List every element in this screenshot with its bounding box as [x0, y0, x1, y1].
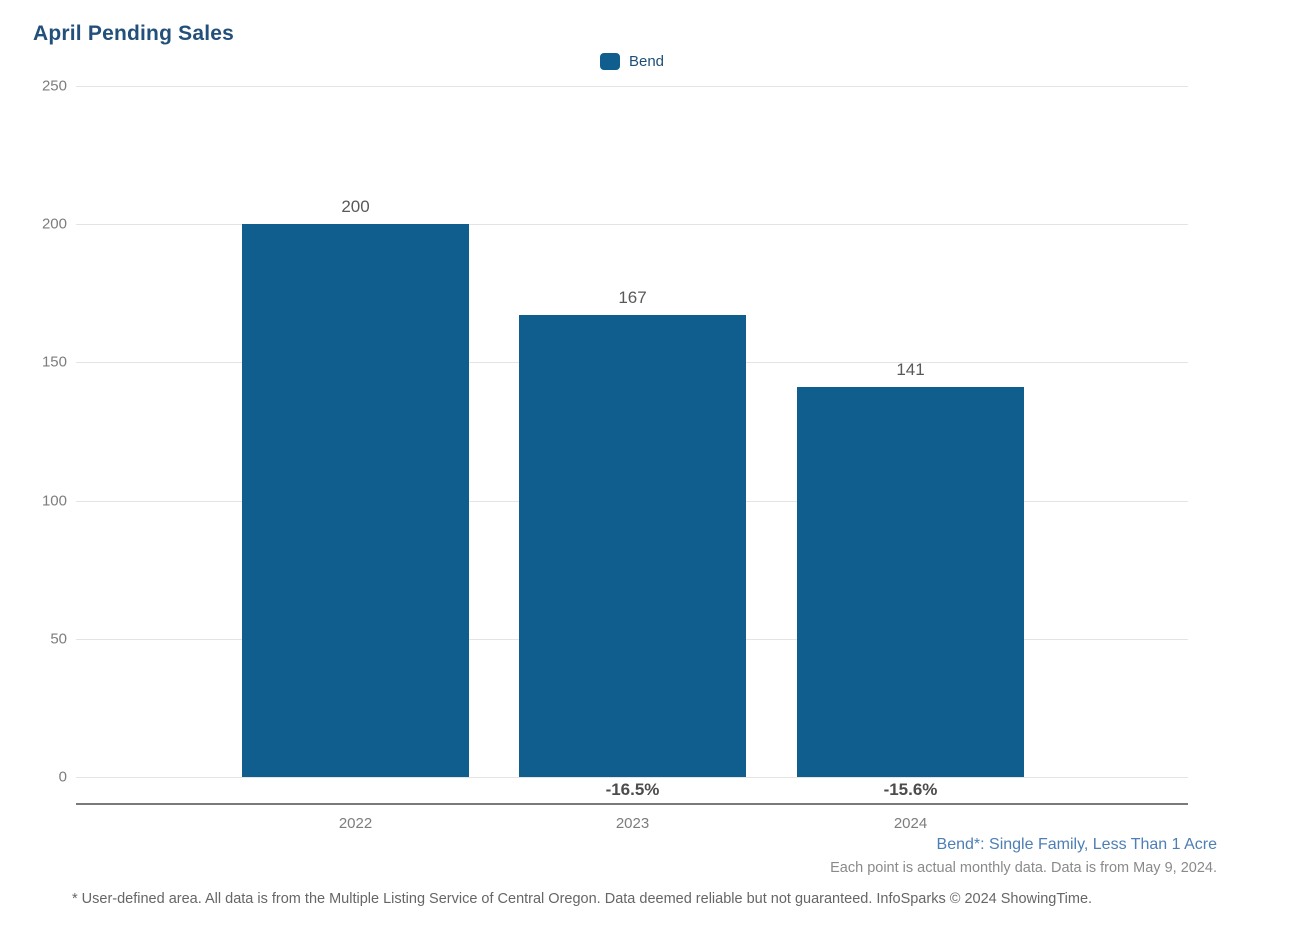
gridline-y-0 — [76, 777, 1188, 778]
bar-value-label-2023: 167 — [618, 288, 647, 308]
plot-area: 0 50 100 150 200 250 200 2022 167 -16.5% 2023 141 -1… — [42, 78, 1188, 832]
data-note-footnote: Each point is actual monthly data. Data … — [830, 860, 1217, 876]
legend-item-bend[interactable]: Bend — [599, 53, 665, 70]
y-tick-label-150: 150 — [41, 353, 67, 371]
x-category-label-2023: 2023 — [615, 815, 650, 832]
y-tick-label-200: 200 — [41, 215, 67, 233]
y-tick-label-0: 0 — [58, 768, 67, 786]
x-category-label-2022: 2022 — [338, 815, 373, 832]
legend-label: Bend — [628, 53, 665, 70]
x-category-label-2024: 2024 — [893, 815, 928, 832]
pct-change-label-2024: -15.6% — [883, 780, 938, 799]
x-axis-line — [76, 803, 1188, 805]
gridline-y-250 — [76, 86, 1188, 87]
y-tick-label-50: 50 — [50, 630, 67, 648]
footnotes: Bend*: Single Family, Less Than 1 Acre E… — [830, 836, 1217, 876]
y-tick-label-100: 100 — [41, 492, 67, 510]
bar-value-label-2022: 200 — [341, 197, 370, 217]
bar-2024[interactable] — [797, 387, 1024, 777]
legend: Bend — [76, 53, 1188, 70]
pct-change-label-2023: -16.5% — [605, 780, 660, 799]
disclaimer-text: * User-defined area. All data is from th… — [72, 891, 1093, 907]
bar-2022[interactable] — [242, 224, 469, 777]
bar-value-label-2024: 141 — [896, 360, 925, 380]
chart-title: April Pending Sales — [33, 22, 235, 45]
series-definition-footnote: Bend*: Single Family, Less Than 1 Acre — [936, 836, 1217, 853]
legend-swatch-icon — [599, 53, 620, 70]
gridline-y-200 — [76, 224, 1188, 226]
y-tick-label-250: 250 — [41, 77, 67, 95]
bar-2023[interactable] — [519, 315, 746, 777]
